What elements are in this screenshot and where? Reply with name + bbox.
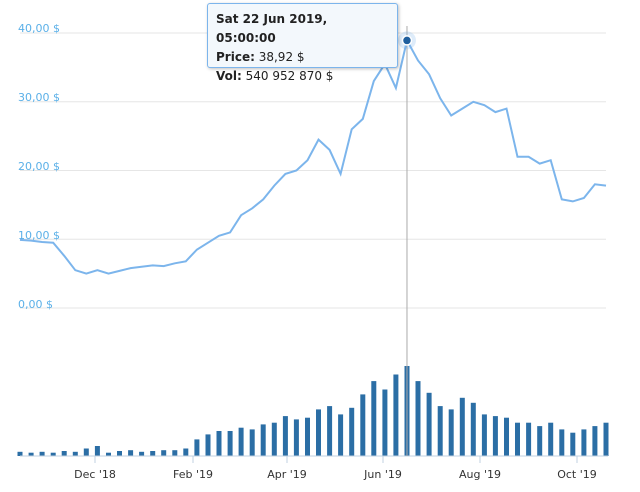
y-tick-label: 20,00 $ — [18, 160, 60, 173]
volume-bar[interactable] — [72, 451, 78, 456]
hover-point[interactable] — [401, 35, 413, 46]
tooltip-vol-value: 540 952 870 $ — [245, 69, 334, 83]
x-tick-label: Jun '19 — [363, 468, 402, 481]
volume-bar[interactable] — [349, 407, 355, 456]
volume-bar[interactable] — [338, 414, 344, 456]
y-tick-label: 0,00 $ — [18, 298, 53, 311]
tooltip: Sat 22 Jun 2019, 05:00:00 Price: 38,92 $… — [207, 3, 398, 83]
volume-bar[interactable] — [360, 394, 366, 456]
volume-bar[interactable] — [548, 422, 554, 456]
volume-bar[interactable] — [382, 389, 388, 457]
volume-bar[interactable] — [559, 429, 565, 456]
volume-bar[interactable] — [39, 451, 45, 456]
volume-bar[interactable] — [128, 450, 134, 456]
y-tick-label: 10,00 $ — [18, 229, 60, 242]
volume-bar[interactable] — [117, 451, 122, 456]
volume-bar[interactable] — [17, 451, 23, 456]
x-tick-marks — [94, 456, 578, 463]
volume-bar[interactable] — [94, 446, 100, 456]
volume-bar[interactable] — [570, 432, 576, 456]
volume-bar[interactable] — [603, 422, 609, 456]
volume-bar[interactable] — [393, 374, 399, 457]
volume-bar[interactable] — [537, 426, 543, 456]
y-axis: 0,00 $ 10,00 $ 20,00 $ 30,00 $ 40,00 $ — [18, 22, 60, 311]
price-line[interactable] — [19, 37, 607, 275]
x-tick-label: Dec '18 — [74, 468, 116, 481]
volume-bar[interactable] — [139, 451, 145, 456]
x-axis: Dec '18 Feb '19 Apr '19 Jun '19 Aug '19 … — [74, 468, 597, 481]
volume-bar[interactable] — [448, 409, 454, 456]
y-tick-label: 40,00 $ — [18, 22, 60, 35]
tooltip-price-label: Price: — [216, 50, 255, 64]
volume-bar[interactable] — [481, 414, 487, 456]
volume-bar[interactable] — [459, 397, 465, 456]
volume-bar[interactable] — [194, 439, 200, 456]
volume-bar[interactable] — [106, 452, 111, 456]
volume-bar[interactable] — [205, 434, 211, 456]
x-tick-label: Feb '19 — [173, 468, 213, 481]
volume-bar[interactable] — [150, 451, 156, 456]
volume-bar[interactable] — [592, 426, 598, 456]
volume-bar[interactable] — [172, 450, 178, 456]
volume-bar[interactable] — [238, 427, 244, 456]
volume-bar[interactable] — [50, 452, 56, 456]
volume-bar[interactable] — [415, 381, 421, 456]
volume-bar[interactable] — [437, 406, 443, 456]
volume-bar[interactable] — [327, 406, 333, 456]
volume-bar[interactable] — [581, 429, 587, 456]
tooltip-date: Sat 22 Jun 2019, 05:00:00 — [216, 12, 328, 45]
x-tick-label: Apr '19 — [267, 468, 307, 481]
volume-bar[interactable] — [216, 431, 222, 456]
volume-bar[interactable] — [470, 402, 476, 456]
volume-bar[interactable] — [515, 422, 520, 456]
x-tick-label: Aug '19 — [459, 468, 501, 481]
volume-bar[interactable] — [61, 451, 67, 456]
volume-bar[interactable] — [426, 392, 432, 456]
volume-bar[interactable] — [282, 416, 288, 456]
volume-bar[interactable] — [526, 422, 532, 456]
volume-bar[interactable] — [492, 416, 498, 456]
y-tick-label: 30,00 $ — [18, 91, 60, 104]
tooltip-vol-label: Vol: — [216, 69, 242, 83]
volume-bar[interactable] — [227, 431, 233, 456]
volume-bar[interactable] — [28, 452, 34, 456]
volume-bar[interactable] — [249, 429, 255, 456]
volume-bar[interactable] — [371, 381, 377, 456]
volume-bar[interactable] — [83, 448, 89, 457]
volume-bar[interactable] — [293, 419, 299, 456]
x-tick-label: Oct '19 — [557, 468, 597, 481]
volume-bar[interactable] — [504, 417, 509, 456]
tooltip-price-row: Price: 38,92 $ — [216, 48, 389, 67]
volume-bars — [17, 366, 609, 457]
volume-bar[interactable] — [183, 448, 189, 457]
volume-bar[interactable] — [161, 450, 167, 456]
tooltip-vol-row: Vol: 540 952 870 $ — [216, 67, 389, 86]
volume-bar[interactable] — [271, 422, 277, 456]
tooltip-price-value: 38,92 $ — [258, 50, 305, 64]
volume-bar[interactable] — [305, 417, 310, 456]
volume-bar[interactable] — [316, 409, 321, 456]
volume-bar[interactable] — [260, 424, 266, 456]
